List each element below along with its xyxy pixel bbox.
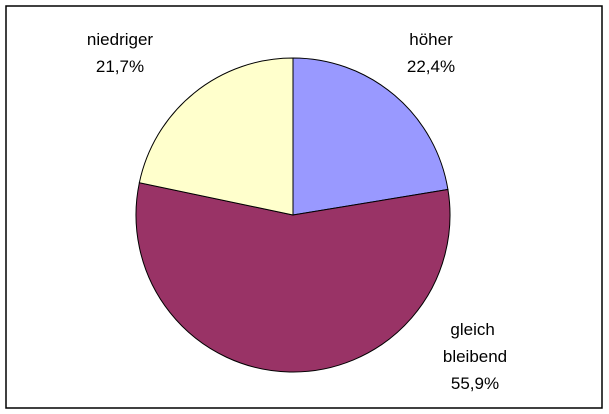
slice-label: niedriger [87, 30, 153, 49]
slice-value-label: 55,9% [451, 374, 499, 393]
pie-slice [292, 57, 449, 216]
slice-value-label: 22,4% [407, 57, 455, 76]
slice-label: höher [409, 30, 453, 49]
slice-value-label: 21,7% [96, 57, 144, 76]
pie-slice [138, 57, 294, 216]
pie-slice [135, 182, 451, 373]
slice-label: gleich bleibend [443, 320, 507, 366]
